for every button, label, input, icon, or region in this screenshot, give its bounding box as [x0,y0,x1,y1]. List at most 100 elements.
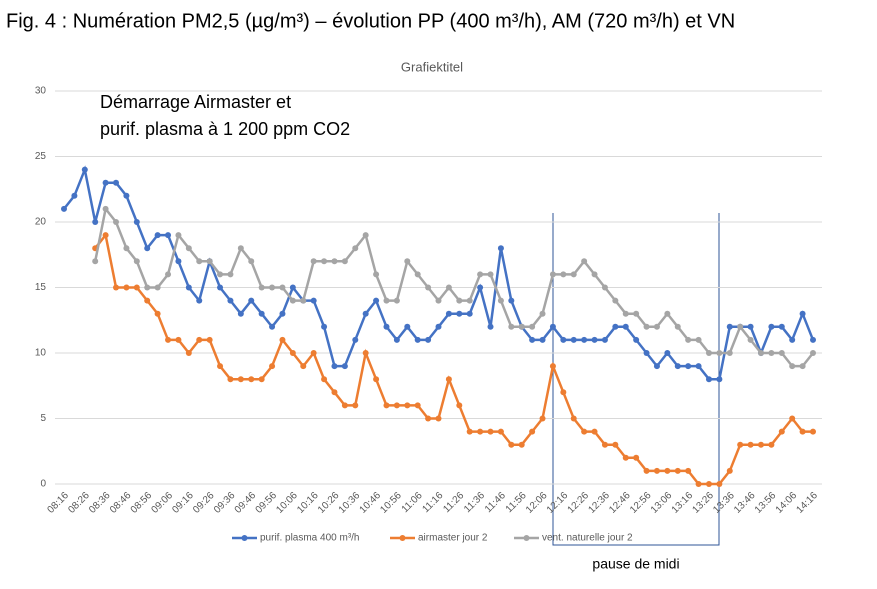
point [414,271,421,278]
point [643,350,650,356]
point [102,205,109,212]
point [362,232,369,239]
point [622,323,629,330]
point [477,428,484,435]
y-tick-label: 15 [35,282,47,293]
point [175,232,182,239]
point [123,245,130,252]
point [289,297,296,304]
series-line [94,232,813,486]
x-tick-label: 11:56 [504,490,529,515]
point [341,258,348,265]
chart-title: Grafiektitel [401,59,463,74]
point [445,376,452,383]
point [778,323,785,330]
point [383,297,390,304]
point [529,428,536,435]
point [508,441,515,448]
point [269,363,276,370]
point [705,481,712,487]
x-tick-label: 09:26 [191,490,217,516]
point [466,297,473,304]
x-tick-label: 09:06 [150,490,176,516]
point [393,297,400,304]
point [102,179,109,186]
point [560,389,567,396]
point [539,310,546,317]
point [185,245,192,252]
point [217,363,224,370]
y-tick-label: 20 [35,217,47,228]
point [508,323,515,330]
point [435,415,442,422]
x-tick-label: 12:36 [586,490,612,516]
point [373,297,380,304]
point [279,310,286,317]
point [383,402,390,409]
point [622,454,629,461]
point [154,310,161,317]
point [695,336,702,343]
x-tick-label: 12:26 [566,490,592,516]
x-tick-label: 14:16 [795,490,821,516]
point [529,336,536,343]
point [435,297,442,304]
legend-marker [241,535,248,541]
point [248,258,255,265]
point [601,441,608,448]
point [321,323,328,330]
point [695,481,702,487]
point [612,441,619,448]
x-tick-label: 08:46 [108,490,134,516]
point [487,428,494,435]
point [81,166,88,173]
point [404,402,411,409]
point [425,284,432,291]
point [789,336,796,343]
point [362,310,369,317]
point [352,336,359,343]
series-line [93,206,814,368]
point [768,441,775,448]
point [633,310,640,317]
point [810,336,816,343]
x-tick-label: 11:16 [421,490,446,515]
point [414,336,421,343]
point [185,350,192,356]
annotation: Démarrage Airmaster et [100,92,291,112]
point [341,363,348,370]
legend-marker [523,535,530,541]
point [206,258,213,265]
point [633,454,640,461]
point [622,310,629,317]
point [310,350,317,356]
point [196,336,203,343]
y-tick-label: 0 [40,479,46,490]
point [799,363,806,370]
point [747,336,754,343]
point [196,297,203,304]
point [612,297,619,304]
point [373,271,380,278]
point [487,323,494,330]
point [196,258,203,265]
x-tick-label: 09:56 [254,490,280,516]
point [778,428,785,435]
point [393,336,400,343]
point [113,284,120,291]
point [560,271,567,278]
x-tick-label: 12:06 [524,490,550,516]
x-tick-label: 08:36 [87,490,113,516]
point [799,428,806,435]
point [674,363,681,370]
point [165,232,172,239]
point [726,467,733,474]
legend-label: purif. plasma 400 m³/h [260,533,360,544]
point [300,363,307,370]
point [653,363,660,370]
point [144,284,151,291]
point [206,336,213,343]
point [497,428,504,435]
point [61,205,67,212]
point [144,297,151,304]
